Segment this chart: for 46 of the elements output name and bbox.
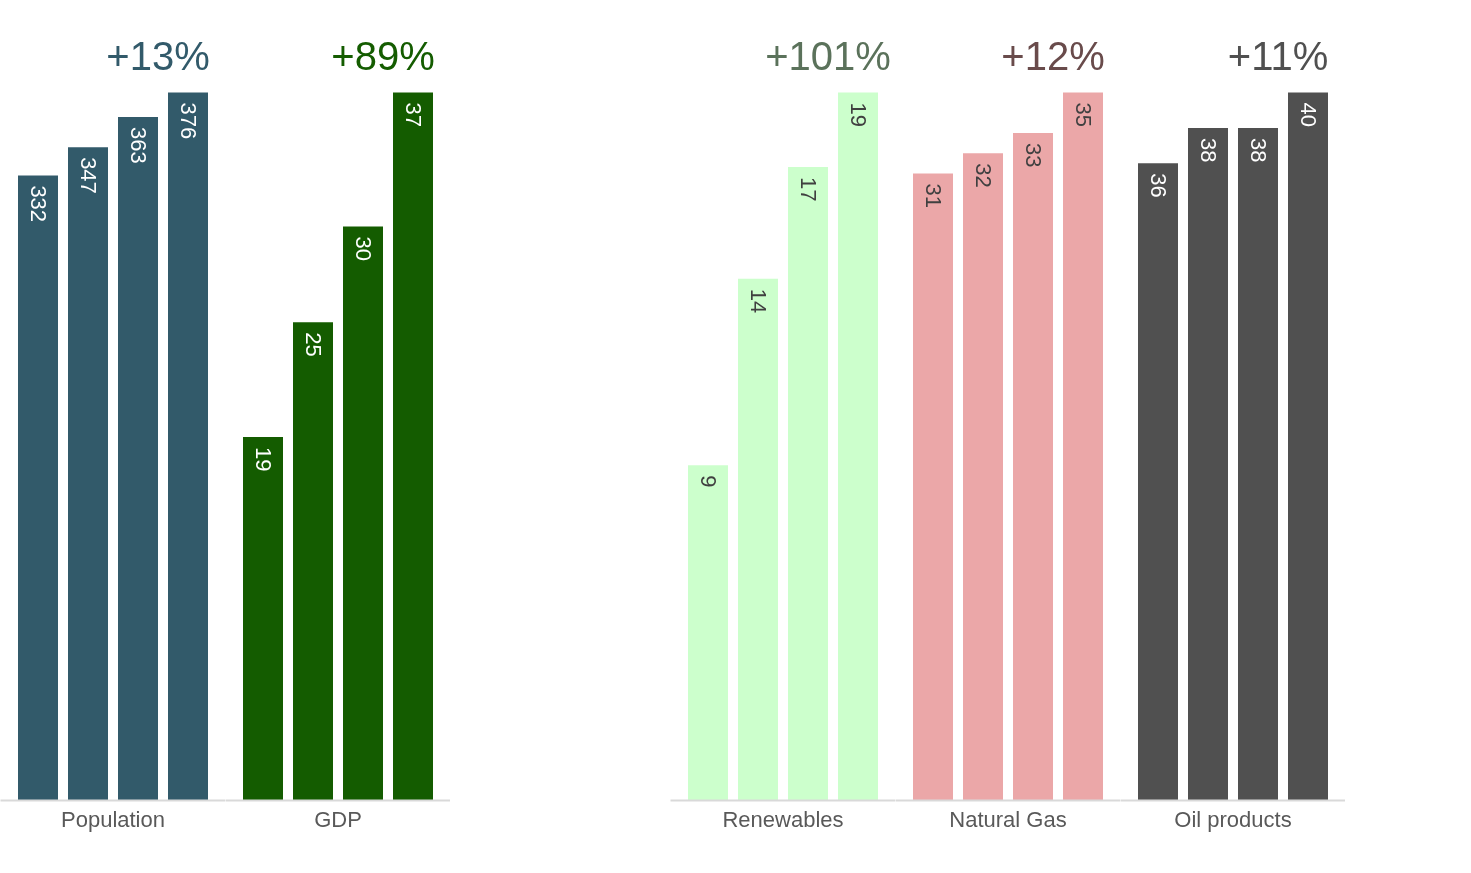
bar <box>913 173 953 801</box>
data-label: 332 <box>25 185 51 223</box>
data-label: 9 <box>695 475 721 488</box>
text: +101% <box>765 34 891 79</box>
bar <box>393 92 433 801</box>
text: +89% <box>331 34 435 79</box>
data-label: 40 <box>1295 102 1321 128</box>
data-label: 25 <box>300 332 326 357</box>
bar <box>738 278 778 801</box>
data-label: 376 <box>175 102 201 140</box>
data-label: 36 <box>1145 173 1171 198</box>
data-label: 14 <box>745 288 771 314</box>
data-label: 19 <box>845 102 871 128</box>
text: +12% <box>1001 34 1105 79</box>
bar <box>343 226 383 801</box>
bar <box>168 92 208 801</box>
text: +11% <box>1227 34 1329 79</box>
data-label: 33 <box>1020 142 1046 168</box>
x-axis-title: Renewables <box>722 806 844 832</box>
data-label: 363 <box>125 127 151 164</box>
bar <box>1063 92 1103 801</box>
bar <box>688 465 728 801</box>
bar <box>1013 132 1053 801</box>
data-label: 38 <box>1245 137 1271 163</box>
text: +13% <box>106 34 210 79</box>
x-axis-title: Population <box>61 806 165 832</box>
bar <box>18 175 58 801</box>
x-axis-title: GDP <box>314 806 362 832</box>
bar <box>68 147 108 801</box>
data-label: 31 <box>920 183 946 208</box>
x-axis-title: Natural Gas <box>949 806 1067 832</box>
bar <box>963 153 1003 801</box>
data-label: 30 <box>350 236 376 261</box>
data-label: 19 <box>250 446 276 472</box>
x-axis-title: Oil products <box>1174 806 1292 832</box>
bar <box>118 117 158 801</box>
bar <box>788 167 828 801</box>
bar <box>293 322 333 801</box>
data-label: 17 <box>795 177 821 202</box>
data-label: 32 <box>970 163 996 188</box>
data-label: 35 <box>1070 102 1096 128</box>
data-label: 347 <box>75 157 101 194</box>
bar <box>243 436 283 801</box>
data-label: 37 <box>400 102 426 128</box>
bar <box>838 92 878 801</box>
data-label: 38 <box>1195 137 1221 163</box>
